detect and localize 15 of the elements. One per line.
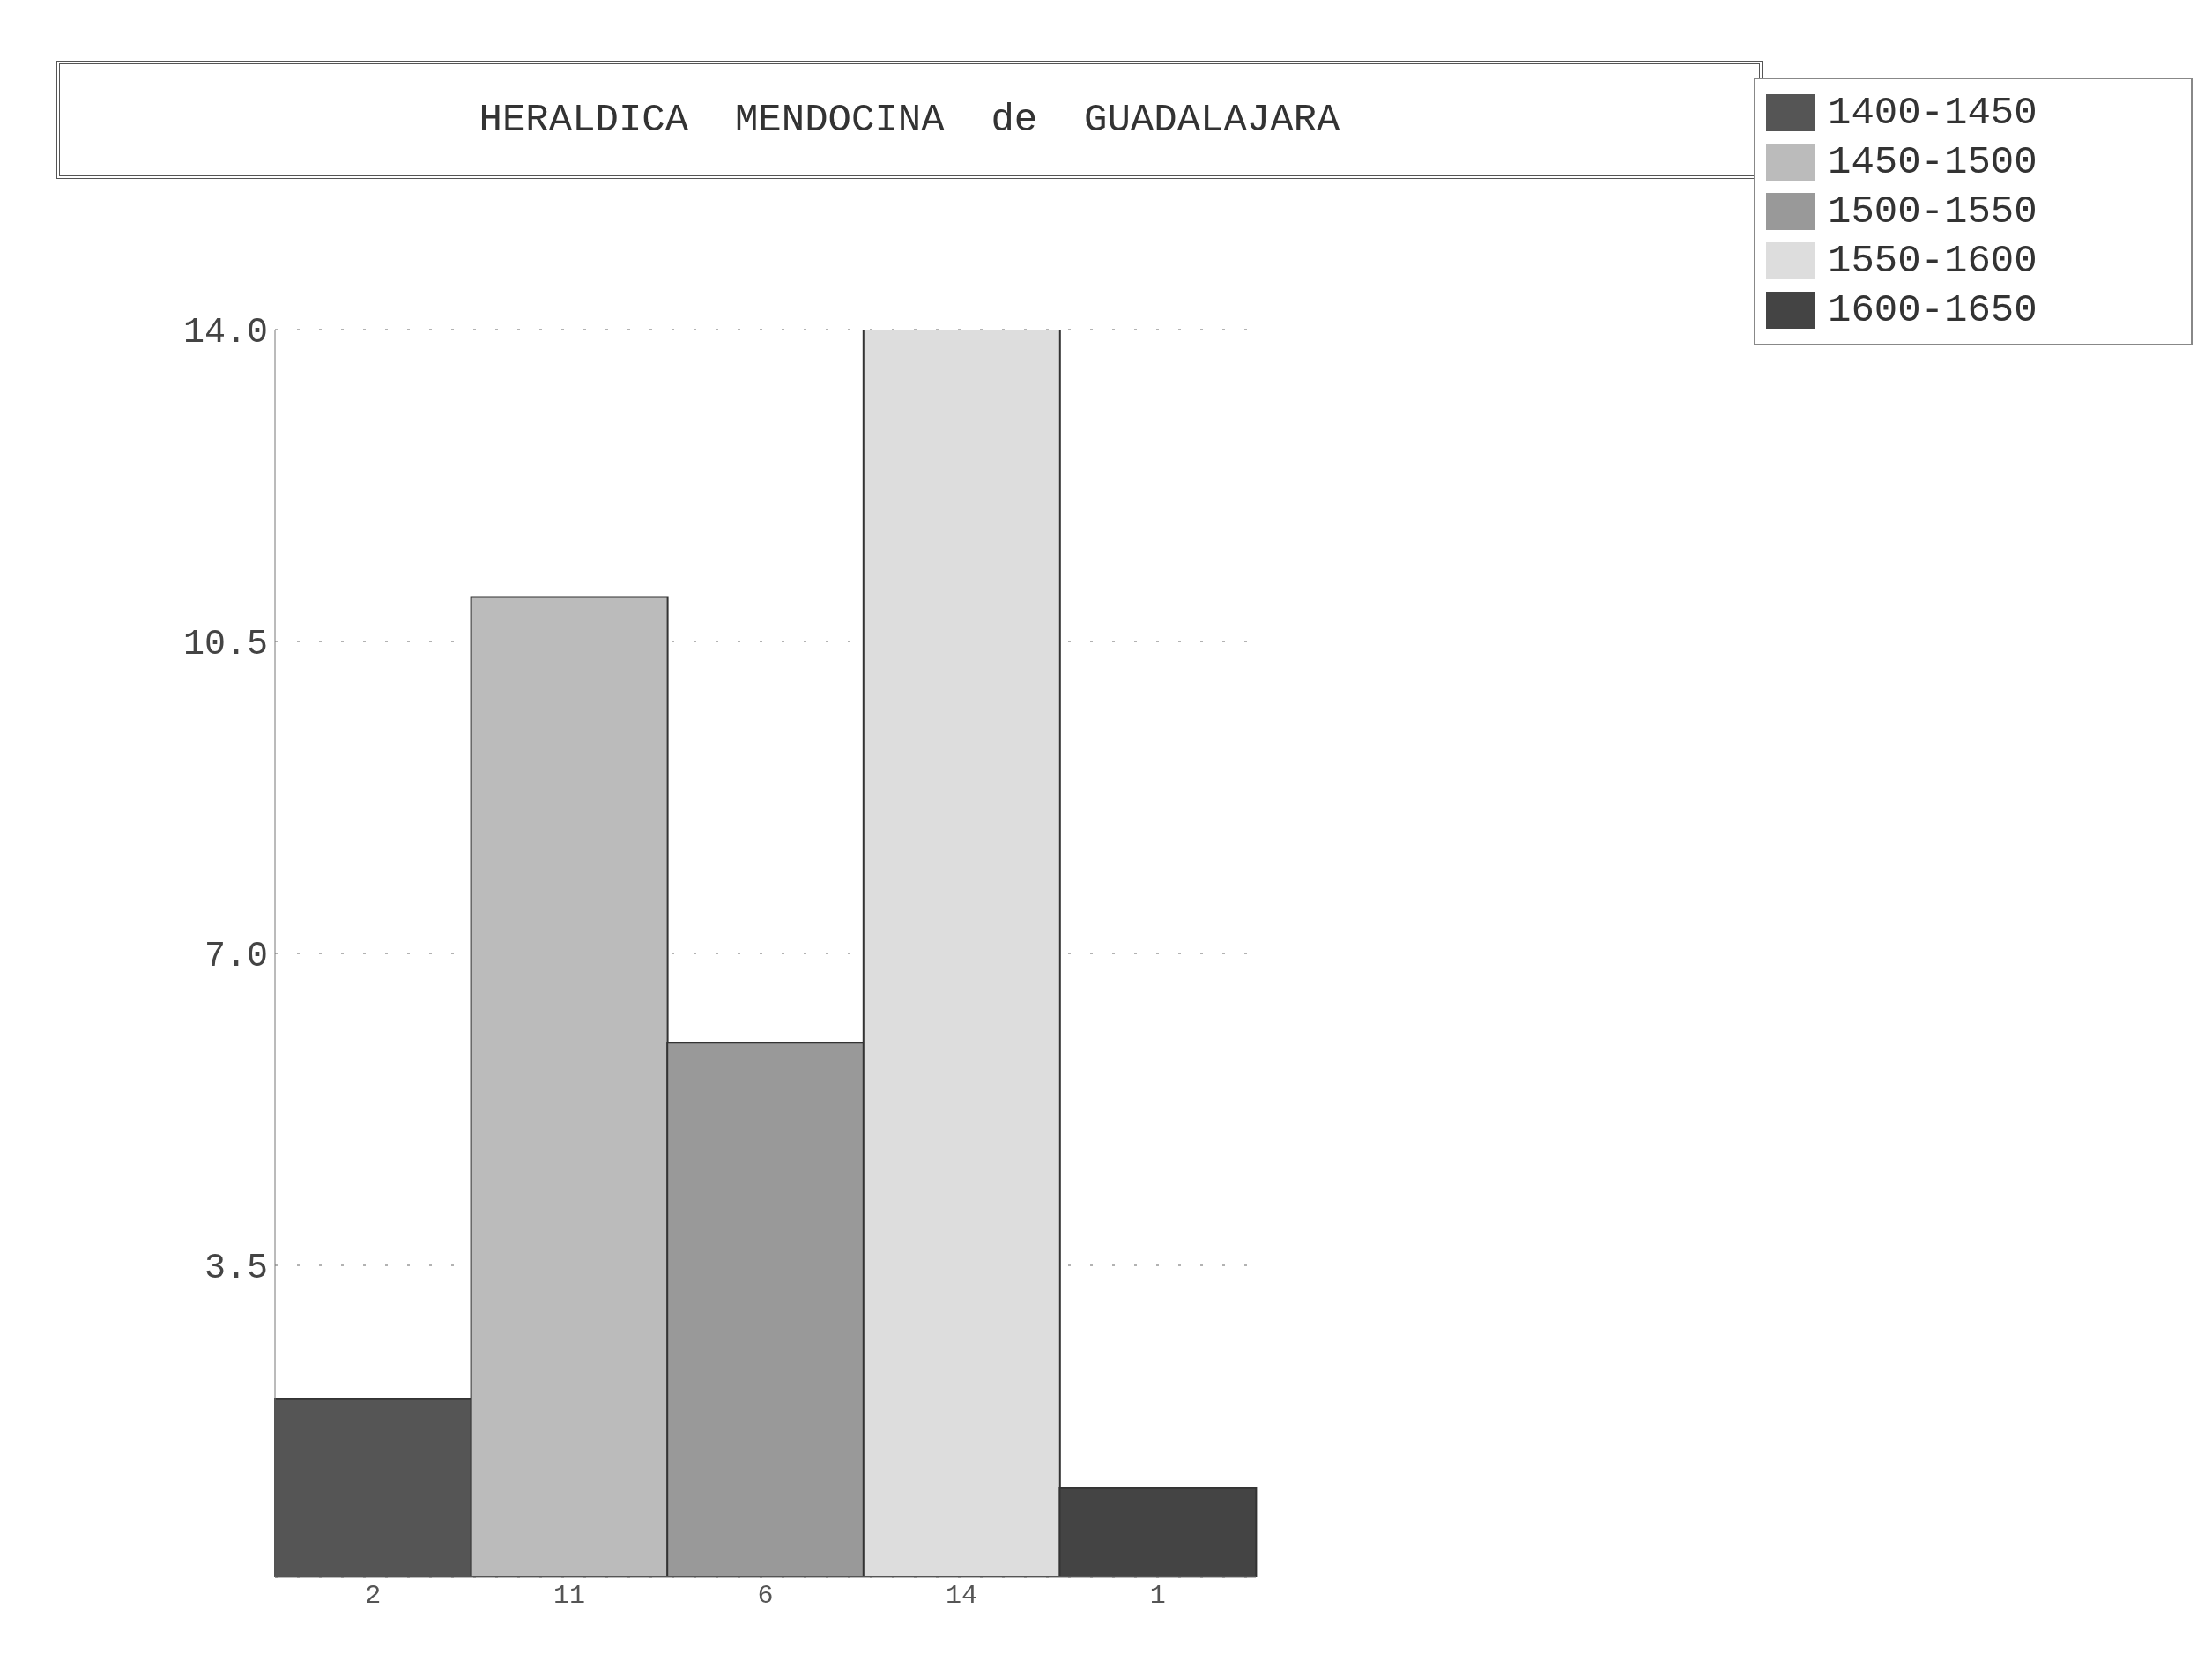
legend-label: 1500-1550 — [1828, 189, 2038, 234]
chart-title: HERALDICA MENDOCINA de GUADALAJARA — [56, 61, 1763, 179]
y-tick-label: 14.0 — [182, 313, 268, 353]
y-tick-label: 3.5 — [204, 1249, 268, 1289]
y-tick-label: 10.5 — [182, 625, 268, 665]
x-tick-label: 6 — [757, 1581, 774, 1612]
legend-label: 1450-1500 — [1828, 139, 2038, 184]
x-tick-label: 14 — [946, 1581, 978, 1612]
x-tick-label: 11 — [553, 1581, 585, 1612]
x-tick-label: 1 — [1149, 1581, 1166, 1612]
y-tick-label: 7.0 — [204, 937, 268, 977]
legend-label: 1600-1650 — [1828, 287, 2038, 332]
x-tick-label: 2 — [365, 1581, 382, 1612]
legend-label: 1550-1600 — [1828, 238, 2038, 283]
legend-label: 1400-1450 — [1828, 90, 2038, 135]
